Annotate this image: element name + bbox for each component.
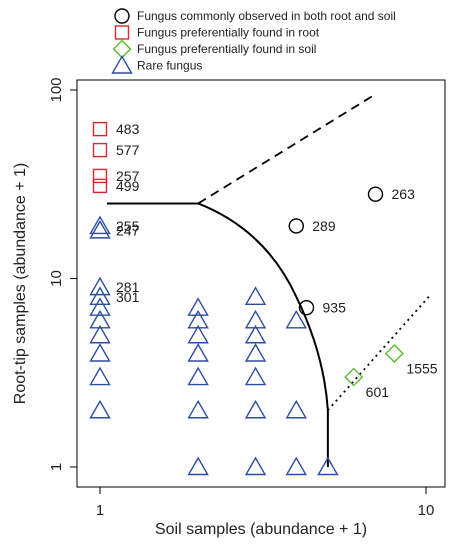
point-label: 281 <box>116 279 140 295</box>
rare-point-marker <box>244 366 267 386</box>
rare-point-marker <box>89 297 111 316</box>
rare-point-marker <box>187 343 209 362</box>
rare-point-marker <box>285 309 307 329</box>
y-tick-label: 1 <box>48 463 65 471</box>
legend: Fungus commonly observed in both root an… <box>111 8 396 74</box>
legend-label: Fungus commonly observed in both root an… <box>137 9 396 23</box>
point-label: 601 <box>366 384 390 400</box>
point-label: 255 <box>116 218 140 234</box>
both-point-marker <box>298 299 315 316</box>
rare-point-marker <box>89 215 111 235</box>
point-label: 499 <box>116 178 140 194</box>
rare-point-marker <box>89 324 111 344</box>
rare-point-marker <box>187 456 209 476</box>
rare-point-marker <box>285 456 307 476</box>
root-point-marker <box>92 121 108 137</box>
both-point-marker <box>288 218 304 234</box>
rare-point-marker <box>187 399 209 419</box>
rare-point-marker <box>244 324 267 344</box>
rare-point-marker <box>244 456 267 476</box>
x-tick-label: 1 <box>96 502 104 519</box>
rare-point-marker <box>187 309 209 329</box>
x-axis-title: Soil samples (abundance + 1) <box>155 521 367 538</box>
boundary-lines <box>106 93 430 467</box>
legend-label: Fungus preferentially found in soil <box>137 42 316 56</box>
y-tick-label: 100 <box>48 77 65 102</box>
root-point-marker <box>92 168 108 184</box>
dotted-boundary-line <box>327 296 430 411</box>
rare-point-marker <box>89 276 111 296</box>
point-label: 257 <box>116 168 140 184</box>
plot-area-frame <box>76 79 446 488</box>
rare-point-marker <box>244 343 267 362</box>
soil-legend-marker <box>112 39 132 59</box>
both-point-marker <box>367 186 384 202</box>
point-label: 263 <box>392 186 416 202</box>
rare-point-marker <box>244 286 267 305</box>
rare-point-marker <box>244 309 267 329</box>
soil-point-marker <box>384 344 404 364</box>
solid-boundary-line <box>106 202 329 467</box>
rare-point-marker <box>187 366 209 386</box>
point-label: 1555 <box>406 361 437 377</box>
y-axis-title: Root-tip samples (abundance + 1) <box>12 163 29 404</box>
x-tick-label: 10 <box>418 502 435 519</box>
rare-point-marker <box>187 297 209 316</box>
root-point-marker <box>92 178 108 194</box>
rare-point-marker <box>244 399 267 419</box>
point-label: 577 <box>116 142 140 158</box>
root-legend-marker <box>114 25 130 40</box>
legend-label: Rare fungus <box>137 59 202 73</box>
rare-legend-marker <box>111 55 133 74</box>
rare-point-marker <box>89 343 111 362</box>
point-label: 483 <box>116 121 140 137</box>
point-label: 935 <box>323 300 347 316</box>
both-legend-marker <box>114 8 130 24</box>
y-tick-label: 10 <box>48 270 65 287</box>
rare-point-marker <box>89 399 111 419</box>
rare-point-marker <box>89 366 111 386</box>
dashed-boundary-line <box>197 93 376 205</box>
point-label: 301 <box>116 289 140 305</box>
soil-point-marker <box>344 367 364 387</box>
point-label: 289 <box>312 218 336 234</box>
rare-point-marker <box>317 456 339 476</box>
rare-point-marker <box>187 324 209 344</box>
rare-point-marker <box>89 309 111 329</box>
point-label: 247 <box>116 222 140 238</box>
legend-label: Fungus preferentially found in root <box>137 26 320 40</box>
root-point-marker <box>92 142 108 158</box>
rare-point-marker <box>89 219 111 239</box>
axes: 1 10 1 10 100 <box>48 77 434 519</box>
rare-point-marker <box>89 286 111 305</box>
rare-point-marker <box>285 399 307 419</box>
